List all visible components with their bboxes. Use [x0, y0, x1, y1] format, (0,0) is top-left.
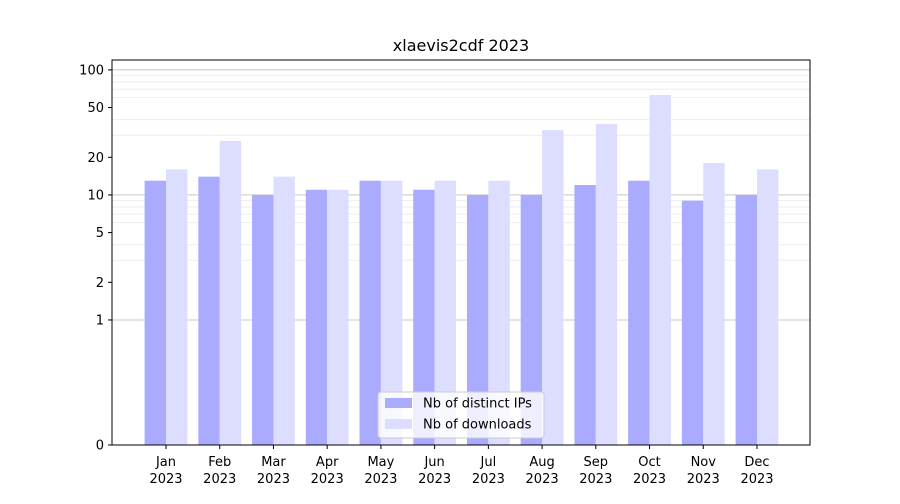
bar-distinct-ips-apr: [305, 189, 328, 445]
y-tick-label: 1: [96, 313, 104, 328]
y-axis: 0 1 2 5 10 20 50 100: [79, 63, 112, 454]
bar-distinct-ips-feb: [198, 176, 220, 445]
y-tick-label: 10: [87, 188, 104, 203]
y-tick-label: 100: [79, 63, 104, 78]
bar-downloads-jun: [434, 180, 457, 445]
x-tick-label: Mar 2023: [257, 455, 290, 487]
x-tick-label: Jun 2023: [418, 455, 451, 487]
legend-label: Nb of distinct IPs: [423, 397, 532, 412]
y-tick-label: 50: [87, 101, 104, 116]
x-tick-label: Apr 2023: [311, 455, 344, 487]
bar-distinct-ips-nov: [681, 200, 704, 445]
x-axis: Jan 2023 Feb 2023 Mar 2023 Apr 2023 May 2023 Jun 20…: [149, 445, 774, 487]
legend: Nb of distinct IPs Nb of downloads: [377, 391, 545, 439]
legend-box: [377, 391, 545, 439]
bar-downloads-nov: [703, 163, 725, 445]
legend-swatch: [385, 419, 412, 429]
bar-downloads-apr: [327, 189, 349, 445]
bar-distinct-ips-aug: [520, 194, 543, 445]
bar-distinct-ips-sep: [574, 185, 596, 445]
bar-distinct-ips-oct: [628, 180, 650, 445]
bar-downloads-feb: [219, 140, 242, 445]
y-tick-label: 2: [96, 276, 104, 291]
bar-downloads-may: [380, 180, 403, 445]
legend-label: Nb of downloads: [423, 418, 532, 433]
x-tick-label: Feb 2023: [203, 455, 236, 487]
plot-frame: [111, 59, 811, 446]
bar-downloads-oct: [649, 94, 671, 446]
x-tick-label: Dec 2023: [740, 455, 773, 487]
x-tick-label: Jul 2023: [472, 455, 505, 487]
bar-distinct-ips-jan: [144, 180, 166, 445]
bar-downloads-jul: [488, 180, 510, 445]
bar-distinct-ips-jun: [413, 189, 435, 445]
bar-distinct-ips-dec: [735, 194, 757, 445]
bar-downloads-aug: [542, 130, 564, 445]
y-tick-label: 0: [96, 439, 104, 454]
bar-downloads-dec: [757, 169, 779, 445]
y-tick-label: 5: [96, 226, 104, 241]
bar-distinct-ips-jul: [466, 194, 489, 445]
bars: [144, 94, 779, 446]
bar-downloads-sep: [595, 123, 618, 445]
bar-distinct-ips-mar: [252, 194, 274, 445]
bar-distinct-ips-may: [359, 180, 381, 445]
x-tick-label: Aug 2023: [526, 455, 559, 487]
legend-swatch: [385, 398, 412, 408]
x-tick-label: Oct 2023: [633, 455, 666, 487]
x-tick-label: May 2023: [364, 455, 397, 487]
x-tick-label: Sep 2023: [579, 455, 612, 487]
chart-title: xlaevis2cdf 2023: [393, 36, 529, 55]
bar-downloads-mar: [273, 176, 295, 445]
bar-downloads-jan: [166, 169, 188, 445]
x-tick-label: Jan 2023: [149, 455, 182, 487]
y-tick-label: 20: [87, 151, 104, 166]
x-tick-label: Nov 2023: [687, 455, 720, 487]
